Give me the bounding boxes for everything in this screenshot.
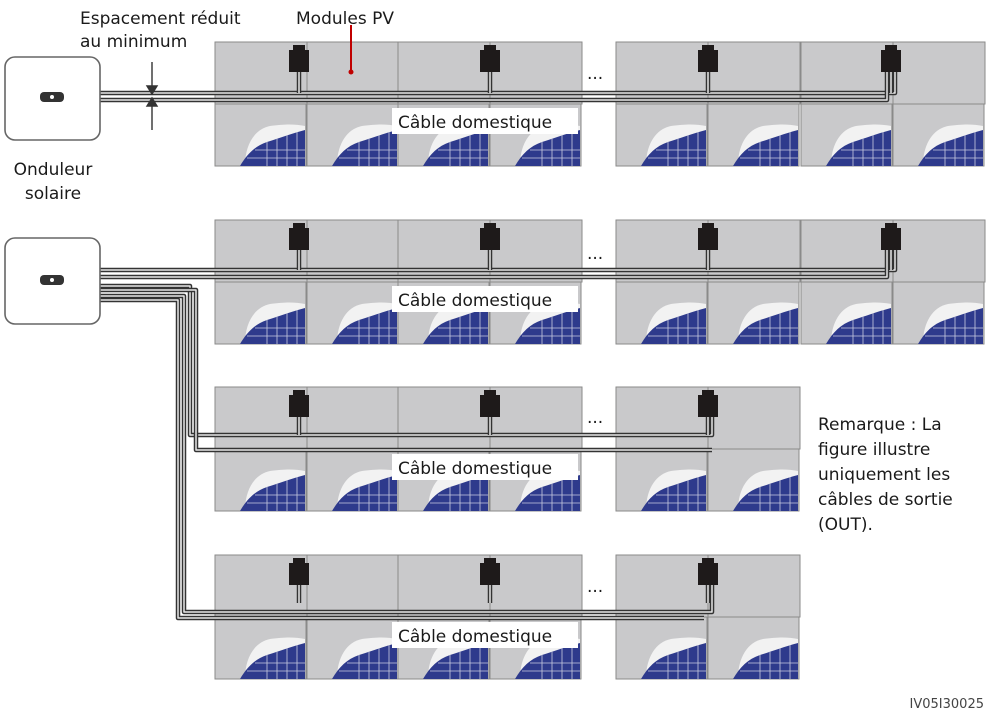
cable-inner — [100, 295, 713, 613]
inverter-label-line2: solaire — [25, 184, 81, 204]
cable-label-row-3: Câble domestique — [392, 454, 578, 480]
inverter-bottom — [4, 237, 101, 325]
cable-label-row-1: Câble domestique — [392, 108, 578, 134]
note-text: Remarque : La figure illustre uniquement… — [818, 415, 953, 535]
spacing-indicator — [145, 62, 159, 130]
cable-label: Câble domestique — [398, 291, 552, 311]
spacing-label-line2: au minimum — [80, 32, 187, 52]
cable-inner — [100, 299, 704, 619]
spacing-label-line1: Espacement réduit — [80, 9, 241, 29]
cable-network — [100, 62, 898, 621]
figure-code: IV05I30025 — [910, 697, 984, 712]
ellipsis-row-4: ... — [587, 577, 603, 597]
ellipsis-row-2: ... — [587, 244, 603, 264]
note-line: (OUT). — [818, 515, 873, 535]
cable-inner — [100, 62, 896, 94]
cable-inner — [100, 62, 888, 101]
note-line: câbles de sortie — [818, 490, 953, 510]
ellipsis-row-1: ... — [587, 64, 603, 84]
inverter-label-line1: Onduleur — [14, 160, 93, 180]
cable-inner — [100, 240, 888, 278]
note-line: Remarque : La — [818, 415, 942, 435]
note-line: figure illustre — [818, 440, 930, 460]
cable-inner — [100, 289, 712, 451]
cable-label: Câble domestique — [398, 627, 552, 647]
cable-label: Câble domestique — [398, 113, 552, 133]
modules-pointer-dot — [348, 69, 354, 75]
cable-label-row-2: Câble domestique — [392, 286, 578, 312]
note-line: uniquement les — [818, 465, 950, 485]
modules-label: Modules PV — [296, 9, 394, 29]
cable-inner — [100, 285, 713, 436]
ellipsis-row-3: ... — [587, 408, 603, 428]
cable-inner — [100, 240, 896, 271]
cable-label-row-4: Câble domestique — [392, 622, 578, 648]
inverter-top — [4, 56, 101, 141]
cable-label: Câble domestique — [398, 459, 552, 479]
